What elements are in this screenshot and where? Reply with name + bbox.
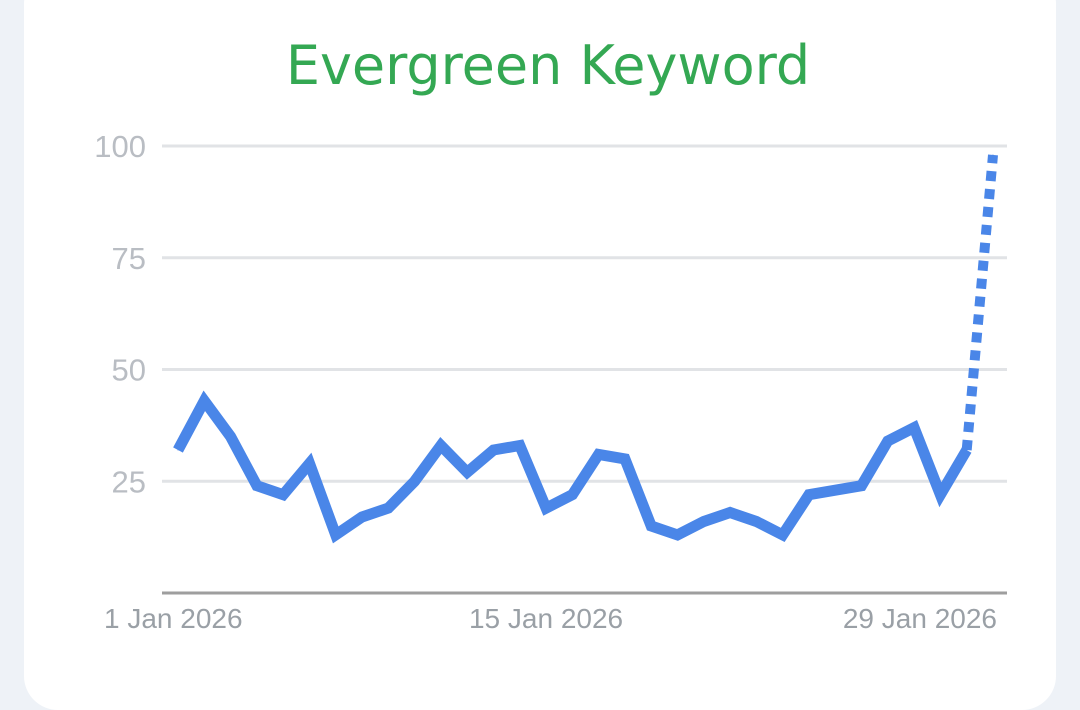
data-point <box>703 520 705 522</box>
series-line-solid <box>173 390 972 544</box>
x-tick-label: 15 Jan 2026 <box>469 603 623 634</box>
data-point <box>677 534 679 536</box>
data-point <box>387 507 389 509</box>
x-tick-label: 29 Jan 2026 <box>843 603 997 634</box>
data-point <box>729 512 731 514</box>
data-point <box>808 494 810 496</box>
data-point <box>861 485 863 487</box>
data-point <box>282 494 284 496</box>
data-point <box>887 440 889 442</box>
data-point <box>466 471 468 473</box>
data-point <box>177 449 179 451</box>
data-point <box>519 444 521 446</box>
data-point <box>650 525 652 527</box>
chart-title: Evergreen Keyword <box>285 34 811 97</box>
y-tick-label: 100 <box>94 129 146 164</box>
data-point <box>230 436 232 438</box>
data-point <box>939 494 941 496</box>
x-tick-label: 1 Jan 2026 <box>104 603 243 634</box>
x-axis-ticks: 1 Jan 2026 15 Jan 2026 29 Jan 2026 <box>104 603 997 634</box>
data-point <box>913 427 915 429</box>
data-point <box>335 534 337 536</box>
series-line-dotted <box>961 154 998 451</box>
gridlines <box>162 144 1007 595</box>
data-point <box>256 485 258 487</box>
data-point <box>571 494 573 496</box>
y-tick-label: 75 <box>112 241 146 276</box>
data-point <box>834 489 836 491</box>
data-point <box>308 462 310 464</box>
data-point <box>545 507 547 509</box>
y-tick-label: 50 <box>112 353 146 388</box>
data-point <box>414 480 416 482</box>
data-point <box>203 400 205 402</box>
data-point <box>492 449 494 451</box>
y-axis-ticks: 100 75 50 25 <box>94 129 146 499</box>
series-lines <box>173 154 998 544</box>
data-point <box>440 444 442 446</box>
line-chart: 100 75 50 25 1 Jan 2026 15 Jan 2026 29 Jan 20… <box>94 129 1007 634</box>
data-point <box>755 520 757 522</box>
data-point <box>624 458 626 460</box>
data-point <box>361 516 363 518</box>
data-point <box>598 453 600 455</box>
data-point <box>966 449 968 451</box>
y-tick-label: 25 <box>112 464 146 499</box>
data-point <box>992 154 994 156</box>
data-point <box>782 534 784 536</box>
